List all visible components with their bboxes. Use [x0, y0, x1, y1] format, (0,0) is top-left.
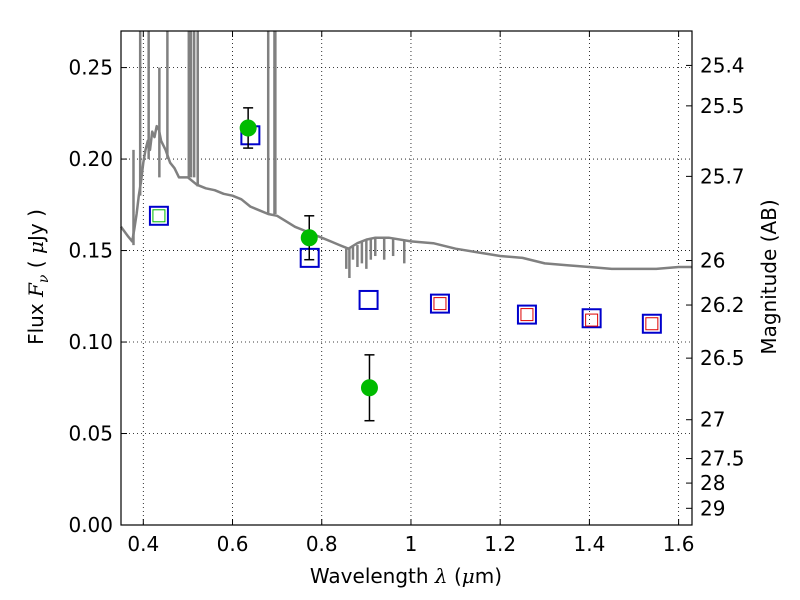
x-tick-label: 1.4: [573, 532, 605, 556]
y2-tick-label: 28: [700, 471, 725, 495]
observed-flux-point: [239, 119, 257, 137]
model-photometry-square: [148, 205, 169, 226]
y2-axis-label: Magnitude (AB): [757, 199, 781, 354]
y2-tick-label: 26.5: [700, 346, 745, 370]
y-tick-label: 0.25: [68, 56, 113, 80]
model-photometry-square: [641, 313, 662, 334]
y-tick-label: 0.00: [68, 513, 113, 537]
data-layer: [119, 31, 692, 422]
y2-tick-label: 29: [700, 496, 725, 520]
observed-flux-point: [360, 379, 378, 397]
model-photometry-square: [429, 293, 450, 314]
model-photometry-square: [358, 289, 379, 310]
y-axis-label: Flux Fν ( μJy ): [24, 209, 52, 345]
model-photometry-square: [581, 308, 602, 329]
x-tick-label: 0.4: [127, 532, 159, 556]
small-photometry-square: [152, 209, 166, 223]
observed-flux-point: [300, 229, 318, 247]
small-photometry-square: [585, 313, 599, 327]
y2-tick-label: 26: [700, 249, 725, 273]
tick-layer: 0.4 0.6 0.8 1 1.2 1.4 1.6 0.00 0.05 0.10 0.15 0.20 0…: [68, 31, 745, 556]
small-photometry-square: [645, 317, 659, 331]
y-tick-label: 0.20: [68, 147, 113, 171]
x-tick-label: 1: [405, 532, 418, 556]
y2-tick-label: 25.5: [700, 94, 745, 118]
y2-tick-label: 25.7: [700, 164, 745, 188]
y-tick-label: 0.15: [68, 239, 113, 263]
grid-layer: [121, 31, 692, 525]
x-tick-label: 1.2: [484, 532, 516, 556]
x-tick-label: 0.6: [217, 532, 249, 556]
x-tick-label: 0.8: [306, 532, 338, 556]
y-tick-label: 0.10: [68, 330, 113, 354]
y2-tick-label: 27: [700, 408, 725, 432]
x-axis-label: Wavelength λ (μm): [310, 564, 502, 588]
x-tick-label: 1.6: [663, 532, 695, 556]
y2-tick-label: 25.4: [700, 53, 745, 77]
small-photometry-square: [520, 308, 534, 322]
small-photometry-square: [433, 297, 447, 311]
model-spectrum-line: [119, 124, 692, 271]
y2-tick-label: 26.2: [700, 293, 745, 317]
plot-frame: [120, 30, 693, 526]
y-tick-label: 0.05: [68, 422, 113, 446]
model-photometry-square: [516, 304, 537, 325]
y2-tick-label: 27.5: [700, 447, 745, 471]
